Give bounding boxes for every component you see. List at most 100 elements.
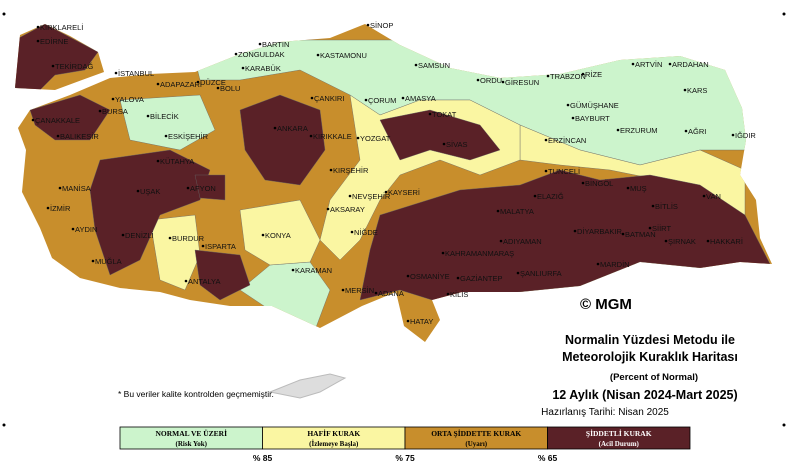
city-label: KONYA [265,231,291,240]
city-label: NEVŞEHİR [352,192,391,201]
city-label: ERZURUM [620,126,658,135]
city-dot [341,288,345,292]
city-dot [651,204,655,208]
city-label: SİVAS [446,140,468,149]
city-dot [56,134,60,138]
city-dot [501,80,505,84]
city-label: VAN [706,192,721,201]
city-dot [414,63,418,67]
city-dot [201,244,205,248]
city-label: ESKİŞEHİR [168,132,209,141]
title: Normalin Yüzdesi Metodu ile [565,333,735,347]
city-label: KARS [687,86,707,95]
legend-label: ORTA ŞİDDETTE KURAK [431,428,521,438]
city-label: SAMSUN [418,61,450,70]
city-label: MERSİN [345,286,374,295]
city-dot [196,80,200,84]
city-label: NİĞDE [354,228,378,237]
city-dot [496,209,500,213]
city-dot [441,251,445,255]
city-dot [91,259,95,263]
city-label: MARDİN [600,260,630,269]
period: 12 Aylık (Nisan 2024-Mart 2025) [552,388,737,402]
city-label: OSMANİYE [410,272,450,281]
city-label: MUŞ [630,184,647,193]
city-dot [310,96,314,100]
city-dot [406,274,410,278]
city-label: DÜZCE [200,78,226,87]
city-dot [46,206,50,210]
zone-mild [239,199,321,266]
city-dot [533,194,537,198]
city-label: KİLİS [450,290,468,299]
legend-label: NORMAL VE ÜZERİ [155,428,227,438]
city-label: KIRIKKALE [313,132,352,141]
city-label: KAHRAMANMARAŞ [445,249,514,258]
city-label: KÜTAHYA [160,157,194,166]
city-dot [258,42,262,46]
city-label: SİNOP [370,21,393,30]
legend-sublabel: (Acil Durum) [599,440,640,448]
city-dot [348,194,352,198]
city-dot [168,236,172,240]
city-dot [446,292,450,296]
legend-sublabel: (İzlemeye Başla) [309,440,359,448]
city-dot [631,62,635,66]
city-label: ÇANAKKALE [35,116,80,125]
zone-severe [379,109,501,161]
zone-mild [149,214,201,291]
city-label: YOZGAT [360,134,391,143]
city-label: TRABZON [550,72,586,81]
city-label: ARDAHAN [672,60,709,69]
city-dot [184,279,188,283]
city-label: KARABÜK [245,64,281,73]
city-label: ZONGULDAK [238,50,285,59]
zone-severe [239,94,326,186]
city-label: ADAPAZARI [160,80,202,89]
city-label: KIRŞEHİR [333,166,369,175]
city-dot [216,86,220,90]
city-label: İZMİR [50,204,71,213]
city-label: DİYARBAKIR [577,227,622,236]
city-label: ÇORUM [368,96,396,105]
zone-severe [89,149,211,276]
city-dot [516,271,520,275]
city-dot [309,134,313,138]
city-dot [476,78,480,82]
city-label: TOKAT [432,110,457,119]
city-label: BURSA [102,107,128,116]
city-dot [329,168,333,172]
city-label: BARTIN [262,40,289,49]
city-label: KIRKLARELİ [40,23,83,32]
city-dot [273,126,277,130]
city-dot [156,82,160,86]
city-dot [626,186,630,190]
title: Meteorolojik Kuraklık Haritası [562,350,738,364]
city-label: ŞANLIURFA [520,269,562,278]
city-dot [261,233,265,237]
threshold: % 85 [253,453,273,463]
city-dot [350,230,354,234]
city-dot [51,64,55,68]
city-label: RİZE [585,70,602,79]
city-dot [684,129,688,133]
city-dot [156,159,160,163]
city-label: ANKARA [277,124,308,133]
city-dot [706,239,710,243]
city-dot [98,109,102,113]
city-label: ADIYAMAN [503,237,542,246]
threshold: % 65 [538,453,558,463]
city-dot [326,207,330,211]
city-label: GAZİANTEP [460,274,503,283]
city-dot [566,103,570,107]
city-label: BİNGÖL [585,179,613,188]
city-label: YALOVA [115,95,144,104]
city-label: MALATYA [500,207,534,216]
city-dot [573,229,577,233]
city-label: AMASYA [405,94,436,103]
threshold: % 75 [395,453,415,463]
legend-label: HAFİF KURAK [307,428,360,438]
city-dot [366,23,370,27]
drought-map [15,24,772,342]
